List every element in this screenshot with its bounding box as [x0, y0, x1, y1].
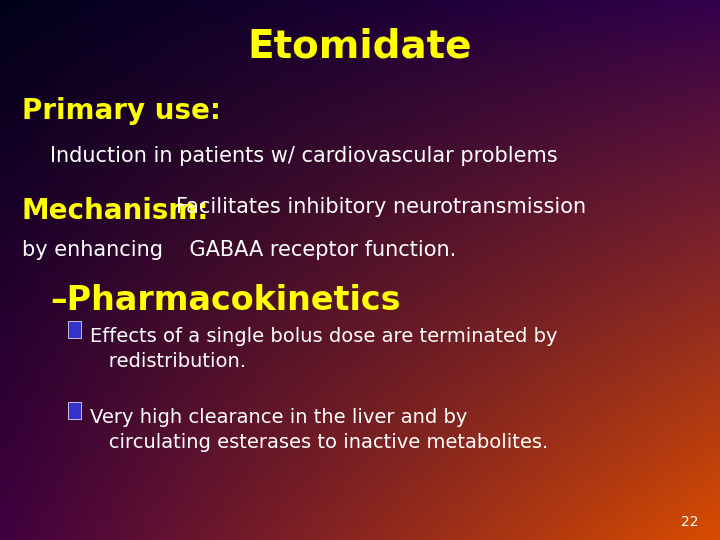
Text: Facilitates inhibitory neurotransmission: Facilitates inhibitory neurotransmission [176, 197, 587, 217]
Text: Very high clearance in the liver and by
   circulating esterases to inactive met: Very high clearance in the liver and by … [90, 408, 548, 451]
Text: 22: 22 [681, 515, 698, 529]
Text: Primary use:: Primary use: [22, 97, 220, 125]
Text: by enhancing    GABAA receptor function.: by enhancing GABAA receptor function. [22, 240, 456, 260]
FancyBboxPatch shape [68, 321, 81, 338]
Text: Induction in patients w/ cardiovascular problems: Induction in patients w/ cardiovascular … [50, 146, 558, 166]
Text: Mechanism:: Mechanism: [22, 197, 209, 225]
FancyBboxPatch shape [68, 402, 81, 418]
Text: Etomidate: Etomidate [248, 27, 472, 65]
Text: Effects of a single bolus dose are terminated by
   redistribution.: Effects of a single bolus dose are termi… [90, 327, 557, 370]
Text: –Pharmacokinetics: –Pharmacokinetics [50, 284, 401, 316]
